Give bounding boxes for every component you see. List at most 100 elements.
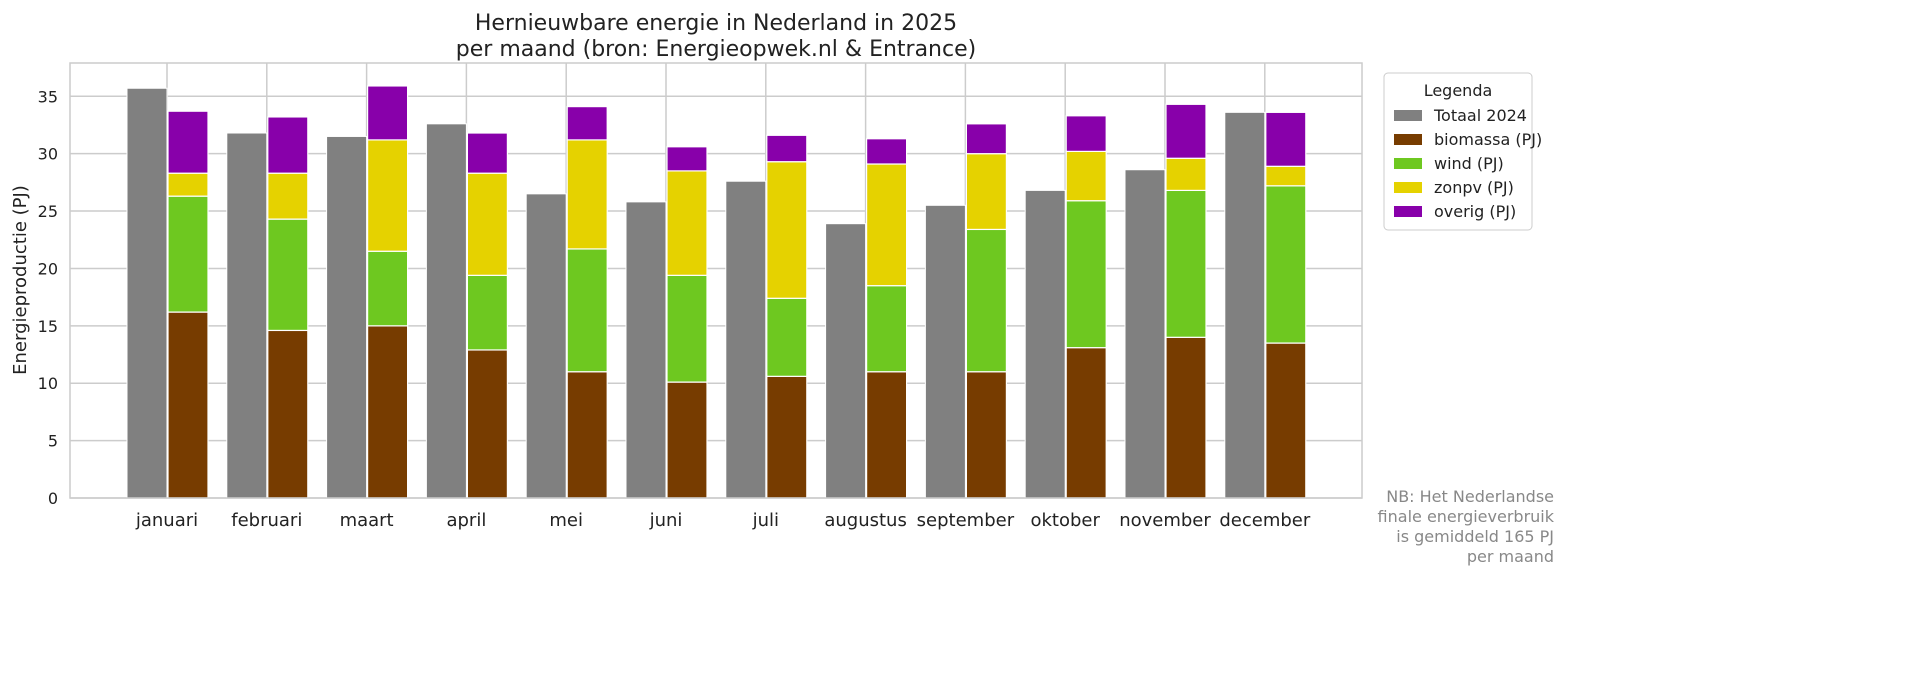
bar-zonpv [466,172,508,276]
bar-totaal-2024 [226,132,268,499]
legend-title: Legenda [1424,81,1493,100]
x-tick-label: maart [340,510,394,531]
bar-wind [367,250,409,327]
x-tick-label: september [917,510,1015,531]
bar-biomassa [466,349,508,499]
bar-overig [1165,103,1207,159]
x-tick-label: april [446,510,486,531]
bar-zonpv [267,172,309,220]
bar-wind [666,274,708,383]
y-tick-label: 15 [38,317,58,336]
chart-subtitle: per maand (bron: Energieopwek.nl & Entra… [456,37,976,62]
annotation-line: finale energieverbruik [1378,507,1555,526]
bar-totaal-2024 [625,201,667,499]
bar-wind [267,218,309,332]
bar-zonpv [766,161,808,299]
bar-biomassa [766,375,808,499]
bar-biomassa [566,371,608,499]
chart-title: Hernieuwbare energie in Nederland in 202… [475,11,957,36]
bar-zonpv [666,170,708,276]
bar-wind [1265,185,1307,344]
bar-zonpv [566,139,608,250]
bar-wind [167,195,209,313]
bar-overig [466,132,508,174]
bar-zonpv [965,153,1008,231]
bar-biomassa [167,311,209,499]
bar-biomassa [1065,347,1107,499]
bar-overig [1065,115,1107,152]
y-tick-label: 20 [38,259,58,278]
bar-biomassa [1165,336,1207,499]
bar-totaal-2024 [1224,111,1266,499]
x-tick-label: januari [135,510,198,531]
bar-biomassa [1265,342,1307,499]
bar-overig [1265,111,1307,167]
bar-totaal-2024 [924,204,966,499]
legend-label: wind (PJ) [1434,154,1504,173]
bar-biomassa [666,381,708,499]
bar-overig [766,134,808,163]
bar-wind [965,228,1008,373]
legend-swatch [1394,182,1422,193]
x-tick-label: december [1219,510,1311,531]
legend-swatch [1394,110,1422,121]
bar-totaal-2024 [326,135,368,499]
bar-totaal-2024 [725,180,767,499]
legend-label: biomassa (PJ) [1434,130,1542,149]
bar-overig [865,138,908,165]
bar-zonpv [367,139,409,252]
bar-wind [766,297,808,377]
bar-totaal-2024 [1124,169,1166,499]
bar-zonpv [1065,150,1107,202]
bar-biomassa [965,371,1008,499]
y-tick-label: 25 [38,202,58,221]
bar-totaal-2024 [825,223,867,499]
bar-wind [566,248,608,373]
legend-label: zonpv (PJ) [1434,178,1514,197]
bar-zonpv [167,172,209,197]
plot-frame [69,62,1363,499]
bar-zonpv [865,163,908,287]
bar-biomassa [865,371,908,499]
bar-zonpv [1265,165,1307,187]
x-tick-label: oktober [1030,510,1100,531]
annotation-line: NB: Het Nederlandse [1386,487,1554,506]
x-tick-label: november [1119,510,1211,531]
bar-overig [965,123,1008,155]
legend-label: overig (PJ) [1434,202,1516,221]
bar-overig [666,146,708,172]
x-tick-label: mei [549,510,583,531]
bar-totaal-2024 [1024,189,1066,499]
legend-swatch [1394,134,1422,145]
bar-overig [367,85,409,141]
bar-overig [267,116,309,174]
bar-totaal-2024 [126,87,168,499]
bar-wind [466,274,508,351]
bar-overig [167,110,209,174]
legend-swatch [1394,206,1422,217]
bar-totaal-2024 [525,193,567,499]
bar-biomassa [267,329,309,499]
bar-wind [1065,200,1107,349]
y-tick-label: 35 [38,87,58,106]
x-tick-label: juli [752,510,779,531]
bar-biomassa [367,325,409,499]
legend-swatch [1394,158,1422,169]
x-tick-label: juni [649,510,683,531]
bar-wind [1165,189,1207,338]
bar-overig [566,106,608,141]
bar-wind [865,285,908,373]
x-tick-label: februari [231,510,302,531]
y-axis-label: Energieproductie (PJ) [10,185,31,375]
annotation-line: is gemiddeld 165 PJ [1396,527,1554,546]
y-tick-label: 5 [48,432,58,451]
x-tick-label: augustus [824,510,907,531]
y-tick-label: 30 [38,145,58,164]
bar-zonpv [1165,157,1207,192]
y-tick-label: 0 [48,489,58,508]
annotation-line: per maand [1467,547,1554,566]
y-tick-label: 10 [38,374,58,393]
